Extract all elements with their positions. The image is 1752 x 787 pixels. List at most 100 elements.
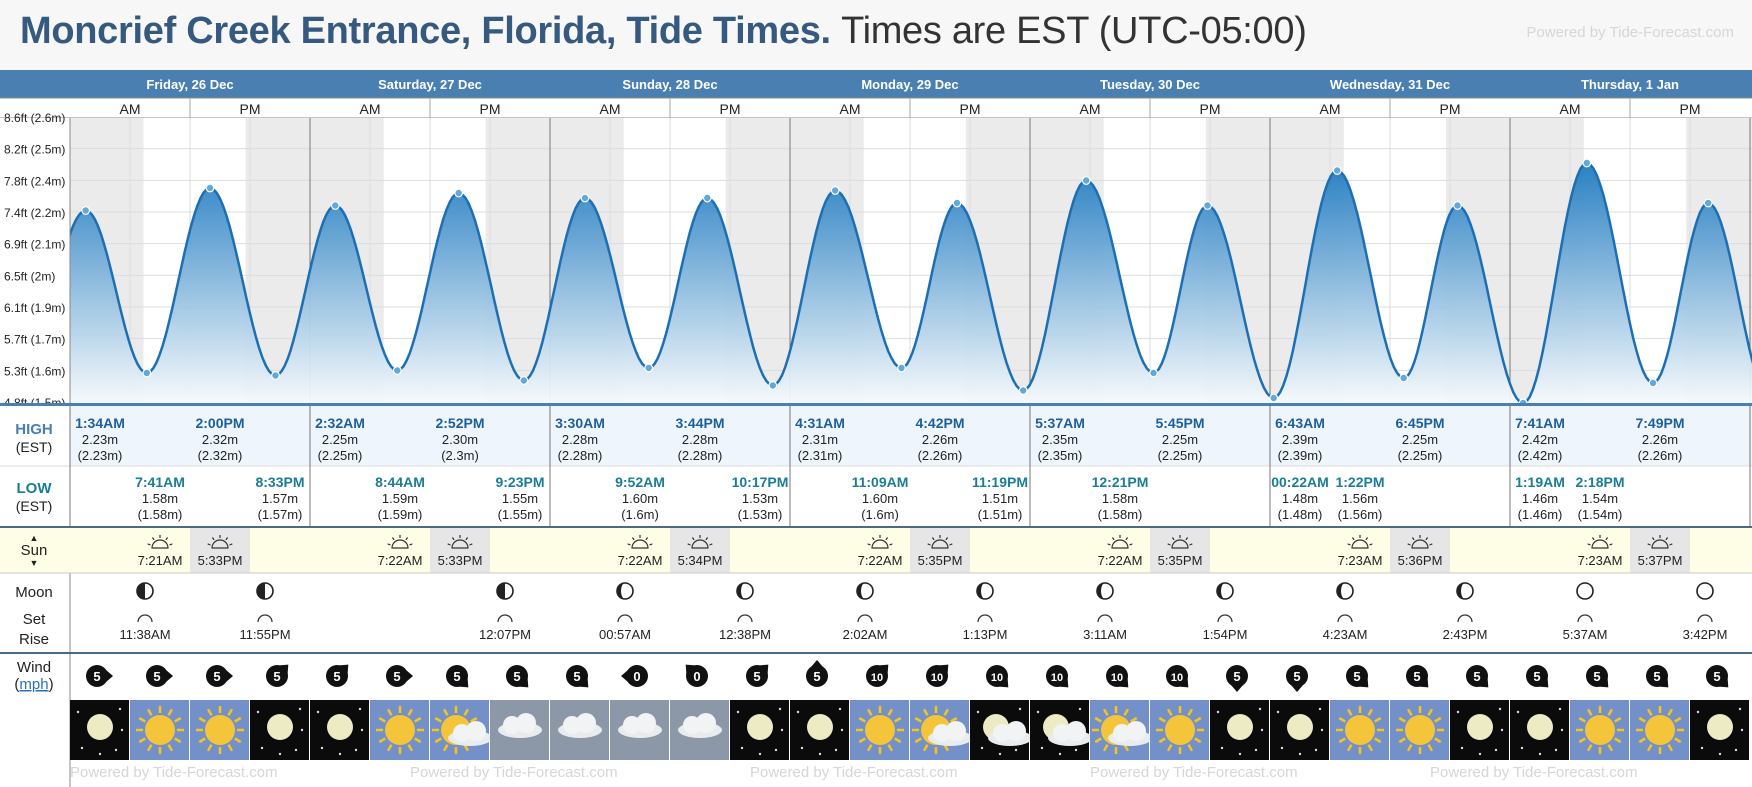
low-tide-point[interactable] — [1149, 368, 1158, 378]
high-tide-point[interactable] — [1453, 201, 1462, 210]
sun-ray — [1102, 708, 1109, 716]
moon-shadow — [497, 583, 505, 599]
high-tide-point[interactable] — [952, 198, 962, 208]
wind-indicator: 5 — [1526, 665, 1549, 688]
sunrise-ray — [889, 543, 893, 546]
high-tide-point[interactable] — [1081, 176, 1091, 185]
sun-disc — [205, 715, 235, 745]
low-tide-height-alt: (1.56m) — [1338, 507, 1383, 522]
powered-by-footer-text[interactable]: Powered by Tide-Forecast.com — [1430, 764, 1638, 781]
moon-disc — [1467, 714, 1493, 740]
sun-ray — [1346, 744, 1353, 752]
low-label: LOW — [17, 480, 53, 497]
day-label: Friday, 26 Dec — [146, 77, 233, 92]
high-tide-time: 4:42PM — [915, 415, 964, 431]
star — [294, 748, 298, 752]
wind-indicator: 5 — [1586, 665, 1609, 688]
star — [1058, 752, 1062, 756]
sun-ray — [1194, 716, 1202, 723]
high-tide-point[interactable] — [1703, 198, 1713, 208]
sunrise-icon-shape — [1591, 539, 1609, 549]
star — [1018, 707, 1022, 711]
powered-by-footer-text[interactable]: Powered by Tide-Forecast.com — [1090, 764, 1298, 781]
moon-disc — [747, 714, 773, 740]
sunset-icon — [1407, 535, 1433, 549]
low-tide-height: 1.46m — [1522, 491, 1558, 506]
mph-link[interactable]: mph — [19, 676, 48, 693]
wind-disc — [1586, 665, 1608, 687]
high-tide-point[interactable] — [830, 186, 840, 195]
sunset-time: 5:35PM — [1158, 553, 1203, 568]
sun-ray — [167, 708, 174, 716]
star — [1718, 752, 1722, 756]
low-tide-time: 00:22AM — [1271, 474, 1329, 490]
high-tide-height-alt: (2.28m) — [678, 448, 723, 463]
pm-label: PM — [1440, 101, 1461, 117]
moon-shadow — [1217, 583, 1225, 599]
high-tide-point[interactable] — [81, 206, 91, 215]
wind-indicator: 5 — [1226, 665, 1248, 692]
high-tide-point[interactable] — [1203, 201, 1212, 210]
moon-phase-icon — [1216, 582, 1234, 600]
high-tide-point[interactable] — [580, 193, 590, 203]
sunset-ray — [1171, 537, 1175, 541]
sun-ray — [206, 744, 213, 752]
low-tide-point[interactable] — [1269, 393, 1279, 403]
y-tick-label: 6.1ft (1.9m) — [4, 301, 65, 315]
sun-ray — [1427, 744, 1434, 752]
star — [1498, 707, 1502, 711]
low-tide-point[interactable] — [1018, 386, 1028, 395]
wind-disc — [926, 665, 948, 687]
wind-indicator: 5 — [1346, 665, 1369, 688]
high-tide-point[interactable] — [330, 201, 340, 210]
high-tide-height: 2.39m — [1282, 432, 1318, 447]
sun-ray — [1094, 737, 1102, 744]
star — [98, 752, 102, 756]
powered-by-footer-text[interactable]: Powered by Tide-Forecast.com — [70, 764, 278, 781]
wind-arrow — [1179, 678, 1189, 688]
high-tide-height: 2.26m — [1642, 432, 1678, 447]
sun-ray — [407, 744, 414, 752]
star — [998, 752, 1002, 756]
star — [1254, 748, 1258, 752]
sunset-ray — [1429, 543, 1433, 546]
wind-arrow — [621, 670, 628, 682]
low-tide-point[interactable] — [1648, 378, 1658, 388]
high-tide-point[interactable] — [1332, 166, 1342, 175]
sunset-icon-shape — [691, 539, 709, 549]
low-tide-height: 1.56m — [1342, 491, 1378, 506]
wind-disc — [1526, 665, 1548, 687]
powered-by-footer-text[interactable]: Powered by Tide-Forecast.com — [410, 764, 618, 781]
low-tide-point[interactable] — [392, 366, 402, 375]
low-tide-point[interactable] — [644, 363, 654, 373]
high-tide-point[interactable] — [702, 193, 712, 203]
moon-disc — [807, 714, 833, 740]
star — [818, 752, 822, 756]
sunrise-ray — [1107, 543, 1111, 546]
low-tide-point[interactable] — [768, 381, 778, 390]
star — [1238, 752, 1242, 756]
low-tide-point[interactable] — [897, 363, 906, 373]
y-tick-label: 6.9ft (2.1m) — [4, 238, 65, 252]
wind-disc — [1226, 665, 1248, 687]
star — [976, 710, 980, 714]
day-label: Thursday, 1 Jan — [1581, 77, 1679, 92]
low-tide-point[interactable] — [1399, 373, 1409, 383]
sunset-icon — [1647, 535, 1673, 549]
sun-ray — [227, 708, 234, 716]
powered-by-label[interactable]: Powered by Tide-Forecast.com — [1526, 24, 1734, 41]
star — [1074, 748, 1078, 752]
sun-ray — [1607, 708, 1614, 716]
low-tide-point[interactable] — [271, 371, 280, 380]
high-tide-point[interactable] — [1582, 158, 1592, 168]
high-tide-point[interactable] — [454, 188, 464, 198]
sun-ray — [922, 744, 929, 752]
powered-by-footer-text[interactable]: Powered by Tide-Forecast.com — [750, 764, 958, 781]
low-tide-point[interactable] — [519, 376, 529, 385]
sunrise-time: 7:21AM — [138, 553, 183, 568]
sun-ray — [1374, 716, 1382, 723]
sun-ray — [1338, 716, 1346, 723]
high-tide-point[interactable] — [205, 183, 215, 193]
sunset-ray — [1167, 543, 1171, 546]
low-tide-point[interactable] — [142, 368, 152, 378]
